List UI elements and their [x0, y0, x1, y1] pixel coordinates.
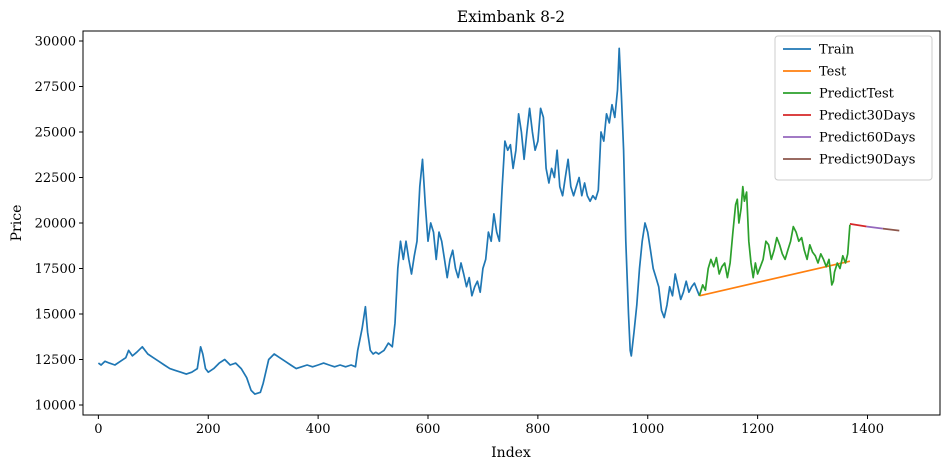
x-tick-label: 200 — [196, 422, 221, 437]
y-tick-label: 20000 — [35, 217, 76, 232]
legend-label: Train — [819, 43, 855, 58]
x-tick-label: 0 — [94, 422, 102, 437]
x-tick-label: 1200 — [741, 422, 774, 437]
legend-label: PredictTest — [819, 87, 895, 102]
y-tick-label: 27500 — [35, 80, 76, 95]
legend-label: Predict30Days — [819, 109, 915, 124]
legend-label: Predict90Days — [819, 153, 915, 168]
series-line-predict30days — [849, 223, 867, 228]
x-tick-label: 800 — [525, 422, 550, 437]
legend-box — [774, 35, 933, 181]
y-tick-label: 30000 — [35, 35, 76, 50]
series-line-predict90days — [882, 227, 900, 232]
y-axis-label: Price — [9, 205, 25, 242]
x-tick-label: 400 — [306, 422, 331, 437]
legend-label: Test — [819, 65, 847, 80]
chart-title: Eximbank 8-2 — [457, 8, 565, 26]
y-tick-label: 15000 — [35, 307, 76, 322]
y-tick-label: 10000 — [35, 398, 76, 413]
x-axis: 0 200 400 600 800 1000 1200 1400 — [94, 415, 884, 437]
series-line-predicttest — [698, 185, 851, 297]
plot-area — [97, 47, 900, 395]
y-axis: 10000 12500 15000 17500 20000 22500 25000 27500… — [35, 35, 83, 413]
legend: Train Test PredictTest Predict30Days Predict… — [774, 35, 933, 181]
x-axis-label: Index — [491, 445, 531, 461]
series-line-train — [97, 47, 701, 395]
legend-label: Predict60Days — [819, 131, 915, 146]
x-tick-label: 1400 — [851, 422, 884, 437]
y-tick-label: 22500 — [35, 171, 76, 186]
series-line-test — [699, 260, 851, 297]
x-tick-label: 600 — [416, 422, 441, 437]
y-tick-label: 25000 — [35, 126, 76, 141]
y-tick-label: 17500 — [35, 262, 76, 277]
series-line-predict60days — [866, 225, 884, 230]
y-tick-label: 12500 — [35, 353, 76, 368]
x-tick-label: 1000 — [631, 422, 664, 437]
